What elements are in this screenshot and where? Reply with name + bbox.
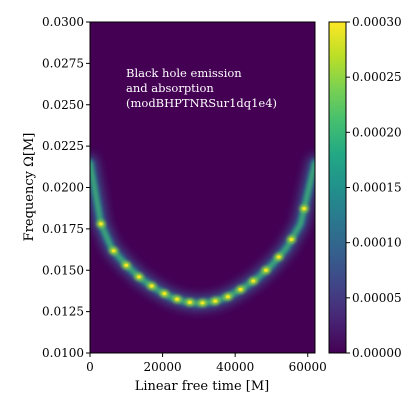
y-tick-label-7: 0.0275: [42, 56, 84, 70]
x-tick-label-2: 40000: [216, 360, 254, 374]
ridge-peak-core-10: [225, 295, 230, 299]
ridge-peak-core-1: [111, 249, 116, 253]
ridge-peak-core-8: [200, 301, 205, 305]
ridge-peak-core-16: [302, 207, 307, 211]
colorbar: 0.00000 0.00005 0.00010 0.00015 0.00020 0.000…: [328, 15, 402, 360]
ridge-peak-core-5: [162, 292, 167, 296]
heatmap-plot-area: [89, 21, 316, 354]
colorbar-gradient: [328, 21, 347, 354]
ridge-peak-core-3: [136, 275, 141, 279]
x-axis-label: Linear free time [M]: [135, 379, 270, 394]
y-tick-label-8: 0.0300: [42, 15, 84, 29]
y-tick-label-3: 0.0175: [42, 222, 84, 236]
y-tick-label-4: 0.0200: [42, 181, 84, 195]
ridge-peak-core-6: [175, 297, 180, 301]
x-axis: 0 20000 40000 60000: [86, 353, 327, 374]
ridge-peak-core-13: [264, 268, 269, 272]
ridge-peak-core-2: [124, 263, 129, 267]
y-tick-label-2: 0.0150: [42, 263, 84, 277]
colorbar-tick-label-6: 0.00030: [352, 15, 402, 29]
ridge-peak-core-15: [289, 237, 294, 242]
colorbar-tick-label-4: 0.00020: [352, 125, 402, 139]
y-tick-label-1: 0.0125: [42, 305, 84, 319]
emission-ridge: [90, 154, 315, 312]
ridge-peak-core-7: [187, 300, 192, 304]
ridge-peak-core-4: [149, 284, 154, 288]
y-tick-label-6: 0.0250: [42, 98, 84, 112]
ridge-peak-core-11: [238, 287, 243, 292]
ridge-peak-core-12: [251, 279, 256, 283]
y-tick-label-0: 0.0100: [42, 346, 84, 360]
annotation-line-1: Black hole emission: [126, 66, 242, 80]
x-tick-label-0: 0: [86, 360, 94, 374]
annotation-line-2: and absorption: [126, 81, 214, 95]
x-tick-label-3: 60000: [289, 360, 327, 374]
ridge-peak-core-0: [98, 222, 103, 226]
colorbar-ticks: 0.00000 0.00005 0.00010 0.00015 0.00020 0.000…: [346, 15, 402, 360]
colorbar-tick-label-2: 0.00010: [352, 236, 402, 250]
annotation-line-3: (modBHPTNRSur1dq1e4): [126, 96, 277, 110]
colorbar-tick-label-5: 0.00025: [352, 70, 402, 84]
ridge-peak-core-9: [213, 299, 218, 303]
colorbar-tick-label-0: 0.00000: [352, 346, 402, 360]
y-tick-label-5: 0.0225: [42, 139, 84, 153]
y-axis: 0.0100 0.0125 0.0150 0.0175 0.0200 0.0225 0.02…: [42, 15, 90, 360]
y-axis-label: Frequency Ω[M]: [22, 133, 37, 242]
ridge-peak-core-14: [276, 255, 281, 259]
colorbar-tick-label-1: 0.00005: [352, 291, 402, 305]
x-tick-label-1: 20000: [143, 360, 181, 374]
colorbar-tick-label-3: 0.00015: [352, 181, 402, 195]
